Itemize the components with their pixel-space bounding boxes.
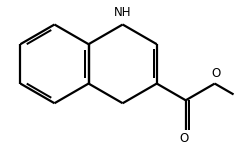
Text: O: O	[211, 67, 220, 80]
Text: O: O	[180, 132, 189, 145]
Text: NH: NH	[114, 6, 132, 19]
